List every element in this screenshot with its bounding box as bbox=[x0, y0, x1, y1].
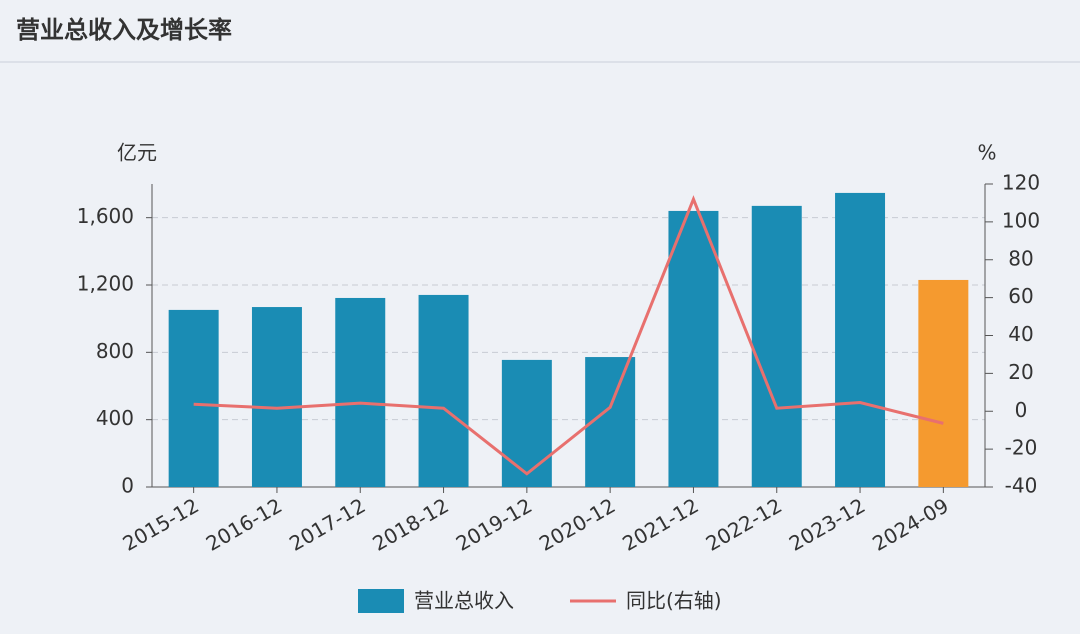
y2-tick-label: -20 bbox=[1005, 436, 1038, 460]
x-tick-label: 2019-12 bbox=[452, 493, 536, 556]
x-tick-label: 2018-12 bbox=[368, 493, 452, 556]
bar bbox=[335, 297, 386, 487]
legend-swatch bbox=[358, 589, 404, 613]
x-tick-label: 2017-12 bbox=[285, 493, 369, 556]
y2-tick-label: 40 bbox=[1008, 322, 1033, 346]
legend-label: 营业总收入 bbox=[414, 589, 514, 613]
legend-item: 同比(右轴) bbox=[570, 589, 722, 613]
x-tick-label: 2015-12 bbox=[119, 493, 203, 556]
bar bbox=[418, 294, 469, 487]
x-tick-label: 2022-12 bbox=[702, 493, 786, 556]
y2-tick-label: 120 bbox=[1002, 171, 1040, 195]
y2-tick-label: 60 bbox=[1008, 284, 1033, 308]
y-tick-label: 800 bbox=[96, 339, 134, 363]
y2-axis-label: % bbox=[977, 141, 996, 165]
x-tick-label: 2020-12 bbox=[535, 493, 619, 556]
bar bbox=[501, 359, 552, 487]
line bbox=[193, 195, 944, 476]
y2-tick-label: 80 bbox=[1008, 246, 1033, 270]
bar bbox=[668, 210, 719, 487]
x-tick-label: 2016-12 bbox=[202, 493, 286, 556]
x-tick-label: 2024-09 bbox=[868, 493, 952, 556]
bar bbox=[168, 309, 219, 487]
y2-tick-label: 0 bbox=[1015, 398, 1028, 422]
header bbox=[0, 0, 1080, 62]
y-axis-label: 亿元 bbox=[117, 141, 157, 165]
bar bbox=[251, 307, 302, 487]
bar bbox=[918, 279, 969, 487]
y-tick-label: 0 bbox=[121, 474, 134, 498]
y2-tick-label: 100 bbox=[1002, 208, 1040, 232]
x-tick-label: 2021-12 bbox=[618, 493, 702, 556]
bar bbox=[835, 192, 886, 487]
bar bbox=[751, 205, 802, 487]
legend-label: 同比(右轴) bbox=[626, 589, 722, 613]
chart-title: 营业总收入及增长率 bbox=[16, 16, 232, 44]
y2-tick-label: 20 bbox=[1008, 360, 1033, 384]
legend-item: 营业总收入 bbox=[358, 589, 514, 613]
y-tick-label: 1,200 bbox=[77, 272, 134, 296]
x-tick-label: 2023-12 bbox=[785, 493, 869, 556]
y-tick-label: 1,600 bbox=[77, 204, 134, 228]
y2-tick-label: -40 bbox=[1005, 474, 1038, 498]
y-tick-label: 400 bbox=[96, 406, 134, 430]
